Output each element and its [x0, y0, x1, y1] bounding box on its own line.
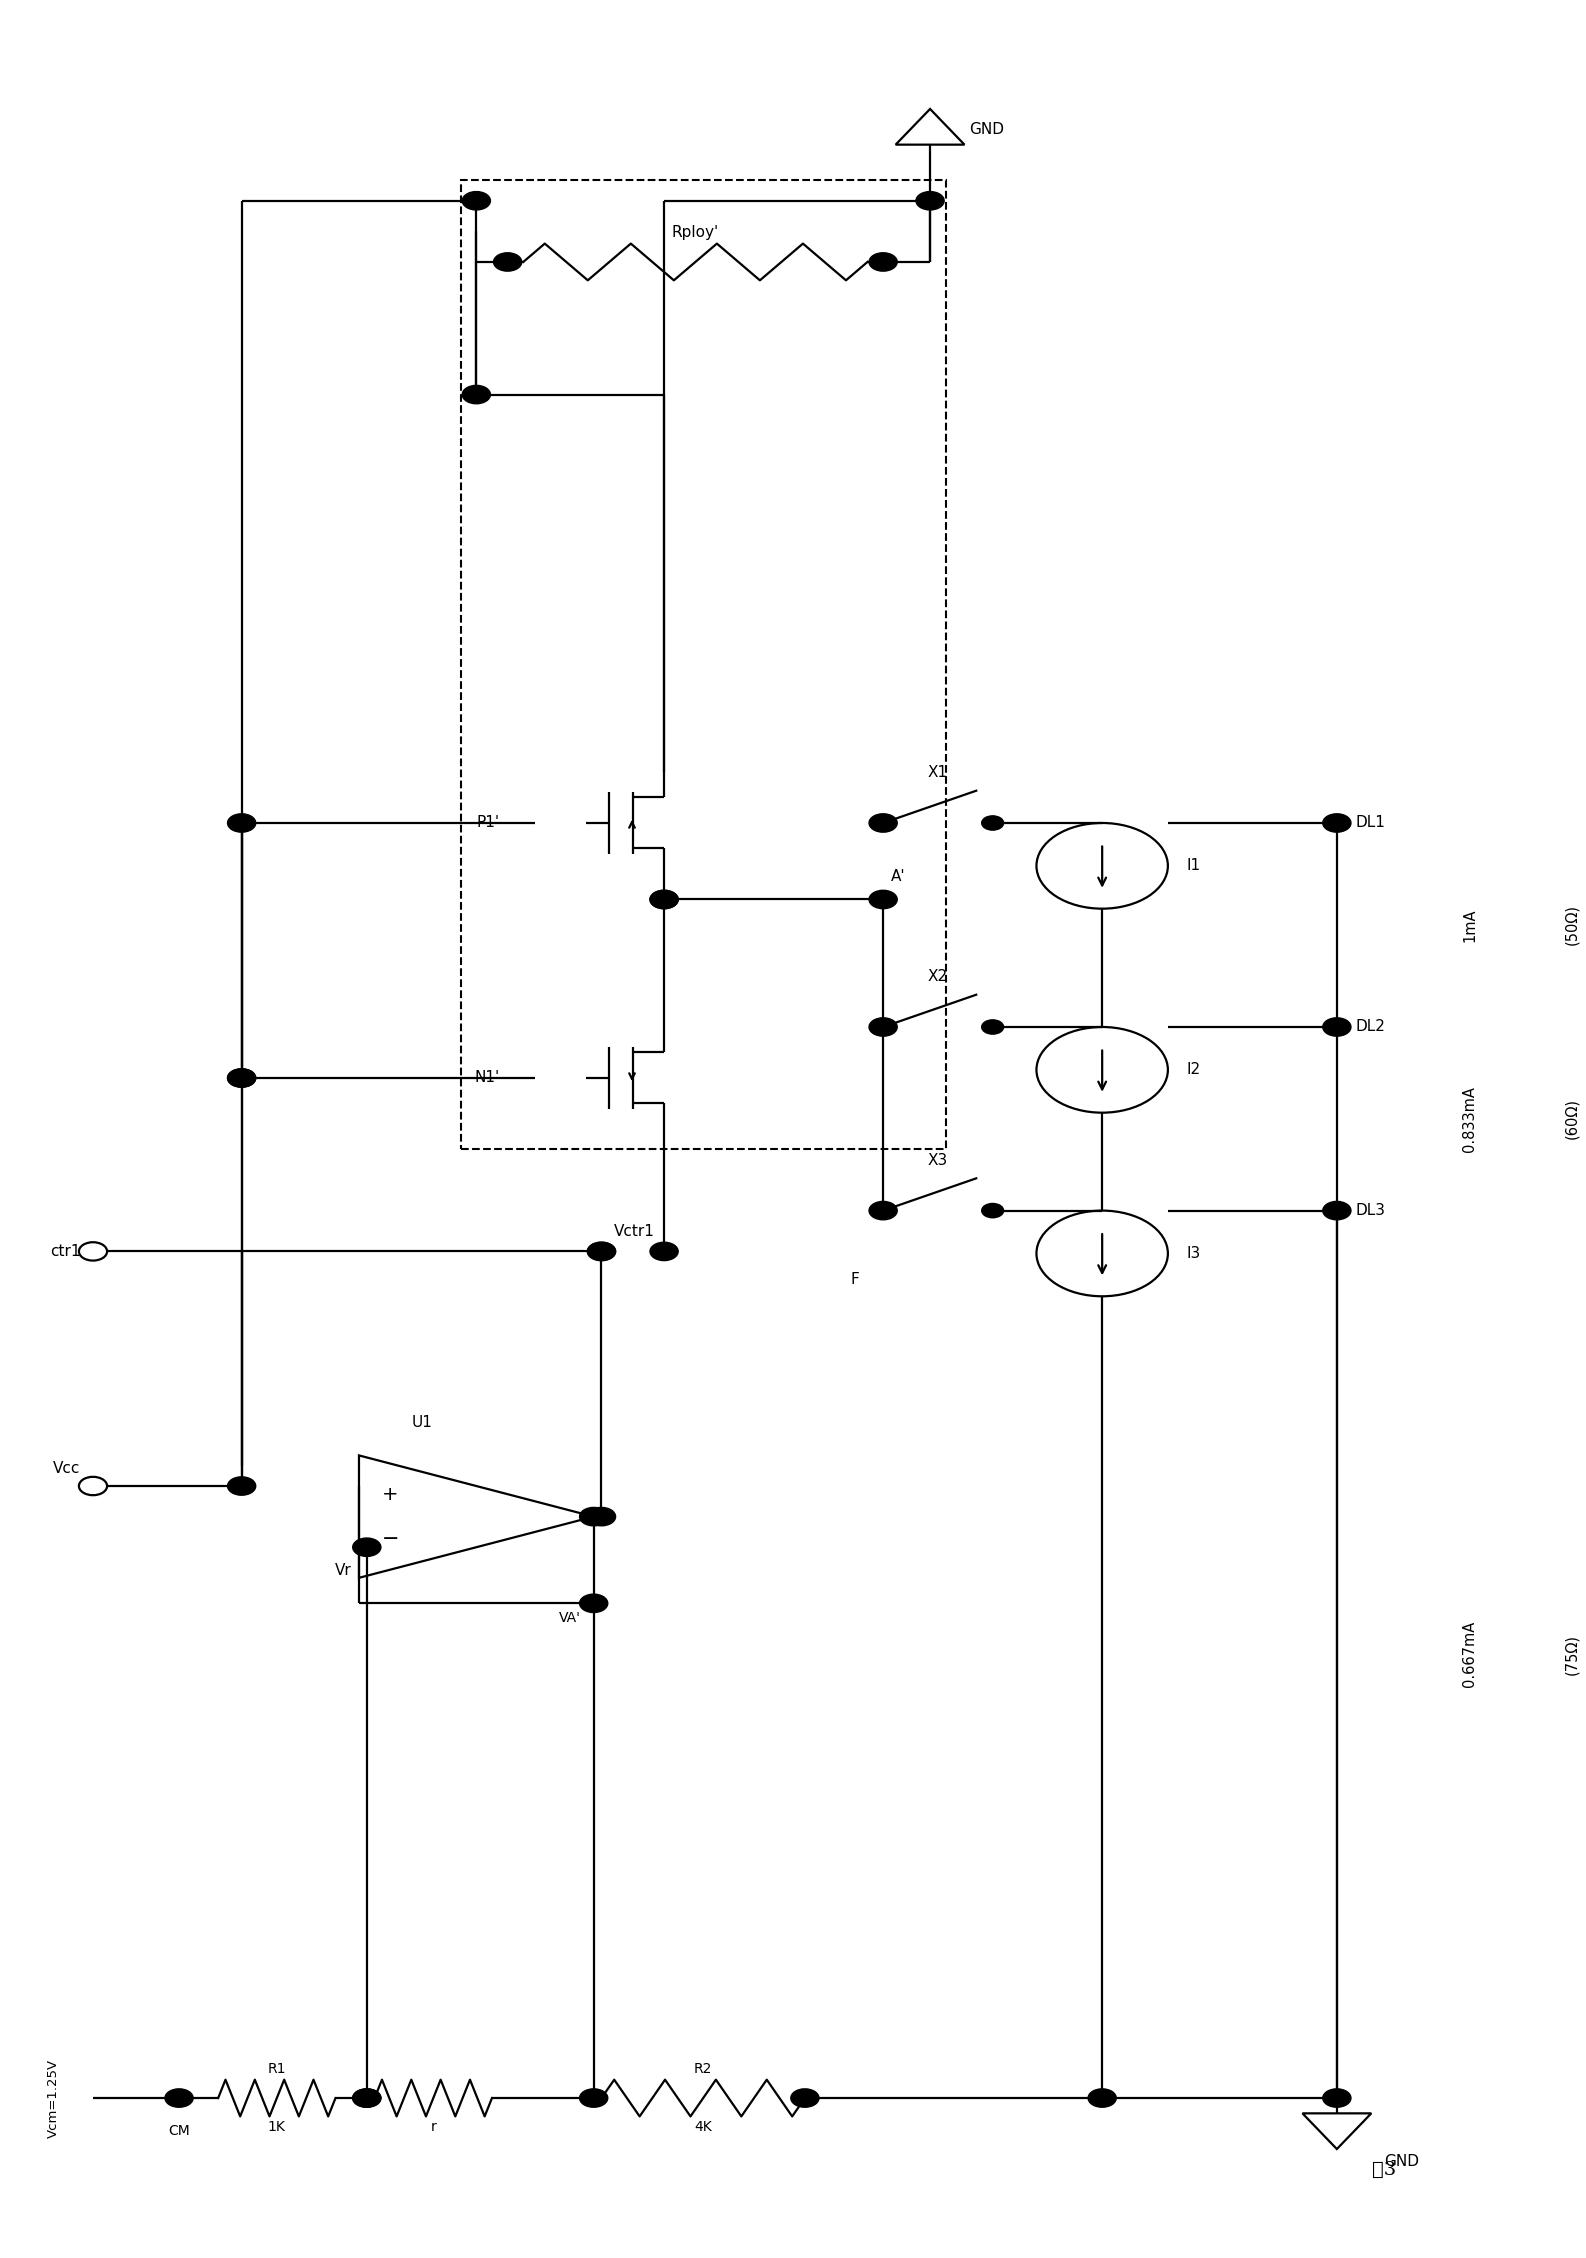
Text: −: −	[382, 1529, 400, 1549]
Text: I1: I1	[1186, 858, 1201, 874]
Text: 图3: 图3	[1372, 2161, 1396, 2179]
Text: Vcc: Vcc	[52, 1461, 81, 1477]
Circle shape	[587, 1508, 615, 1526]
Text: GND: GND	[969, 122, 1004, 138]
Circle shape	[982, 815, 1004, 831]
Text: P1': P1'	[477, 815, 500, 831]
Circle shape	[587, 1242, 615, 1260]
Circle shape	[227, 1068, 255, 1086]
Circle shape	[872, 1204, 895, 1217]
Circle shape	[869, 1201, 898, 1219]
Text: +: +	[382, 1486, 398, 1504]
Text: I2: I2	[1186, 1061, 1201, 1077]
Text: F: F	[852, 1271, 860, 1287]
Circle shape	[869, 253, 898, 271]
Circle shape	[352, 1538, 381, 1556]
Circle shape	[227, 813, 255, 833]
Text: A': A'	[891, 869, 906, 885]
Circle shape	[579, 1508, 607, 1526]
Text: R1: R1	[268, 2062, 285, 2075]
Text: DL3: DL3	[1356, 1204, 1386, 1217]
Circle shape	[1323, 1018, 1351, 1036]
Text: Rploy': Rploy'	[672, 224, 718, 239]
Text: DL1: DL1	[1356, 815, 1386, 831]
Circle shape	[1323, 1201, 1351, 1219]
Circle shape	[869, 1018, 898, 1036]
Circle shape	[869, 890, 898, 908]
Circle shape	[982, 1021, 1004, 1034]
Circle shape	[227, 1068, 255, 1086]
Text: U1: U1	[411, 1416, 431, 1429]
Circle shape	[917, 192, 944, 210]
Circle shape	[872, 815, 895, 831]
Text: R2: R2	[695, 2062, 712, 2075]
Text: X2: X2	[928, 969, 948, 984]
Text: X1: X1	[928, 765, 948, 781]
Text: 1K: 1K	[268, 2120, 285, 2134]
Text: (50Ω): (50Ω)	[1564, 905, 1580, 946]
Circle shape	[872, 1021, 895, 1034]
Text: r: r	[430, 2120, 436, 2134]
Circle shape	[1323, 813, 1351, 833]
Circle shape	[579, 2089, 607, 2107]
Circle shape	[352, 2089, 381, 2107]
Text: 4K: 4K	[695, 2120, 712, 2134]
Circle shape	[462, 386, 490, 404]
Text: Vr: Vr	[335, 1563, 351, 1578]
Circle shape	[579, 1594, 607, 1612]
Text: Vctr1: Vctr1	[614, 1224, 655, 1240]
Circle shape	[227, 1477, 255, 1495]
Circle shape	[462, 192, 490, 210]
Circle shape	[493, 253, 522, 271]
Circle shape	[1088, 2089, 1117, 2107]
Text: (75Ω): (75Ω)	[1564, 1635, 1580, 1675]
Text: CM: CM	[168, 2123, 190, 2138]
Text: GND: GND	[1385, 2154, 1419, 2170]
Circle shape	[650, 1242, 679, 1260]
Circle shape	[869, 813, 898, 833]
Text: 0.833mA: 0.833mA	[1462, 1086, 1477, 1152]
Circle shape	[982, 1204, 1004, 1217]
Text: ctr1: ctr1	[51, 1244, 81, 1260]
Text: 1mA: 1mA	[1462, 908, 1477, 942]
Circle shape	[650, 890, 679, 908]
Circle shape	[650, 890, 679, 908]
Text: I3: I3	[1186, 1246, 1201, 1260]
Text: X3: X3	[928, 1154, 948, 1167]
Text: DL2: DL2	[1356, 1021, 1386, 1034]
Text: VA': VA'	[560, 1612, 580, 1626]
Text: N1': N1'	[474, 1070, 500, 1086]
Circle shape	[587, 1242, 615, 1260]
Text: Vcm=1.25V: Vcm=1.25V	[48, 2059, 60, 2138]
Circle shape	[352, 2089, 381, 2107]
Circle shape	[1323, 2089, 1351, 2107]
Text: (60Ω): (60Ω)	[1564, 1097, 1580, 1140]
Circle shape	[165, 2089, 193, 2107]
Circle shape	[791, 2089, 818, 2107]
Text: 0.667mA: 0.667mA	[1462, 1621, 1477, 1687]
